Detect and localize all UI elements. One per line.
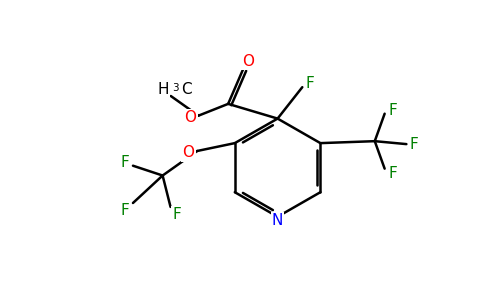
Text: H: H <box>157 82 169 97</box>
Text: C: C <box>181 82 191 97</box>
Text: O: O <box>242 54 254 69</box>
Text: F: F <box>306 76 315 91</box>
Text: F: F <box>388 166 397 181</box>
Text: F: F <box>410 136 419 152</box>
Text: F: F <box>121 155 129 170</box>
Text: F: F <box>388 103 397 118</box>
Text: O: O <box>184 110 197 125</box>
Text: O: O <box>182 146 194 160</box>
Text: F: F <box>121 203 129 218</box>
Text: N: N <box>272 213 283 228</box>
Text: 3: 3 <box>172 83 179 93</box>
Text: F: F <box>172 207 181 222</box>
